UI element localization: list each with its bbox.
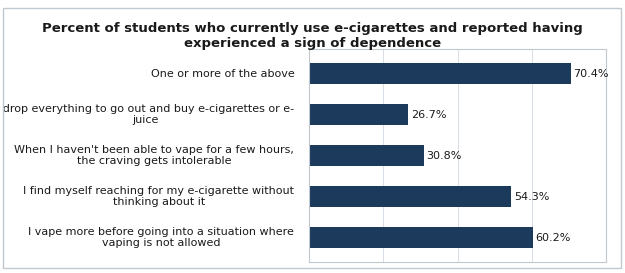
- Text: 30.8%: 30.8%: [426, 151, 462, 161]
- Text: 60.2%: 60.2%: [536, 233, 571, 242]
- Bar: [309, 186, 511, 207]
- Bar: [309, 104, 408, 125]
- Text: 26.7%: 26.7%: [411, 110, 447, 120]
- Text: 70.4%: 70.4%: [574, 69, 609, 79]
- Text: Percent of students who currently use e-cigarettes and reported having
experienc: Percent of students who currently use e-…: [42, 22, 583, 50]
- Text: I vape more before going into a situation where
vaping is not allowed: I vape more before going into a situatio…: [29, 227, 294, 248]
- Text: I drop everything to go out and buy e-cigarettes or e-
juice: I drop everything to go out and buy e-ci…: [0, 104, 294, 126]
- Bar: [309, 145, 424, 166]
- Text: When I haven't been able to vape for a few hours,
the craving gets intolerable: When I haven't been able to vape for a f…: [14, 145, 294, 167]
- Bar: [309, 63, 571, 84]
- Bar: [309, 227, 532, 248]
- Text: 54.3%: 54.3%: [514, 192, 549, 201]
- Text: One or more of the above: One or more of the above: [151, 69, 294, 79]
- Text: I find myself reaching for my e-cigarette without
thinking about it: I find myself reaching for my e-cigarett…: [23, 186, 294, 207]
